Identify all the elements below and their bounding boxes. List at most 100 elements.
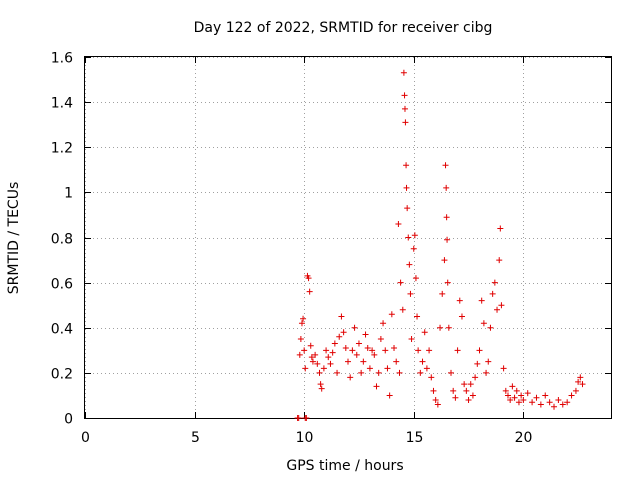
data-point bbox=[555, 396, 562, 403]
data-point bbox=[302, 365, 309, 372]
data-point bbox=[400, 69, 407, 76]
data-point bbox=[342, 345, 349, 352]
y-tick-label: 0.4 bbox=[51, 322, 73, 338]
data-point bbox=[432, 396, 439, 403]
data-point bbox=[445, 324, 452, 331]
data-point bbox=[353, 351, 360, 358]
data-point bbox=[382, 347, 389, 354]
data-point bbox=[358, 369, 365, 376]
data-point bbox=[395, 220, 402, 227]
data-point bbox=[396, 369, 403, 376]
data-point bbox=[575, 378, 582, 385]
data-point bbox=[411, 232, 418, 239]
data-point bbox=[308, 354, 315, 361]
y-tick-label: 1.6 bbox=[51, 51, 73, 67]
data-point bbox=[345, 358, 351, 365]
data-point bbox=[407, 290, 414, 297]
data-point bbox=[405, 234, 412, 241]
data-point bbox=[426, 347, 433, 354]
data-point bbox=[375, 369, 382, 376]
data-point bbox=[577, 374, 584, 381]
data-point bbox=[406, 261, 413, 268]
data-point bbox=[360, 358, 367, 365]
data-point bbox=[469, 392, 476, 399]
data-point bbox=[485, 358, 492, 365]
x-tick-label: 15 bbox=[406, 430, 424, 446]
data-point bbox=[443, 214, 450, 221]
x-tick-label: 10 bbox=[296, 430, 314, 446]
data-point bbox=[295, 415, 302, 421]
data-point bbox=[572, 387, 579, 394]
data-point bbox=[537, 401, 544, 408]
data-point bbox=[417, 369, 424, 376]
x-tick-label: 20 bbox=[515, 430, 533, 446]
data-point bbox=[419, 358, 426, 365]
data-point bbox=[410, 245, 417, 252]
data-point bbox=[301, 347, 308, 354]
data-point bbox=[507, 396, 514, 403]
data-point bbox=[533, 394, 540, 401]
data-point bbox=[305, 275, 312, 282]
data-point bbox=[414, 313, 421, 320]
data-point bbox=[388, 311, 395, 318]
data-point bbox=[373, 383, 380, 390]
data-point bbox=[355, 340, 362, 347]
data-point bbox=[428, 374, 435, 381]
data-point bbox=[325, 354, 332, 361]
data-point bbox=[472, 374, 479, 381]
data-point bbox=[568, 392, 575, 399]
data-point bbox=[546, 399, 553, 406]
data-point bbox=[384, 365, 391, 372]
data-point bbox=[491, 279, 498, 286]
grid bbox=[85, 57, 611, 419]
axis-ticks: 0 5 10 15 20 0 0.2 0.4 0.6 0.8 1 1.2 1.4 1.6 bbox=[51, 51, 611, 446]
data-point bbox=[504, 392, 511, 399]
data-point bbox=[461, 381, 468, 388]
data-point bbox=[467, 381, 474, 388]
data-point bbox=[306, 288, 313, 295]
data-point bbox=[487, 324, 494, 331]
data-point bbox=[349, 347, 356, 354]
data-point bbox=[450, 387, 457, 394]
x-tick-label: 0 bbox=[81, 430, 90, 446]
data-point bbox=[401, 92, 408, 99]
data-point bbox=[551, 403, 558, 410]
data-point bbox=[317, 381, 324, 388]
data-point bbox=[458, 313, 465, 320]
data-point bbox=[316, 369, 323, 376]
data-point bbox=[415, 347, 422, 354]
data-point bbox=[489, 290, 496, 297]
data-point bbox=[511, 394, 518, 401]
data-point bbox=[524, 390, 531, 397]
data-point bbox=[465, 396, 472, 403]
data-point bbox=[444, 236, 451, 243]
data-point bbox=[380, 320, 387, 327]
x-tick-label: 5 bbox=[191, 430, 200, 446]
data-point bbox=[336, 333, 343, 340]
data-point bbox=[515, 399, 522, 406]
plot-frame bbox=[84, 56, 612, 419]
data-point bbox=[500, 365, 507, 372]
y-axis-label: SRMTID / TECUs bbox=[6, 182, 22, 295]
data-point bbox=[448, 369, 455, 376]
data-point bbox=[439, 290, 446, 297]
y-tick-label: 1.4 bbox=[51, 96, 73, 112]
data-point bbox=[444, 279, 451, 286]
data-point bbox=[496, 257, 503, 264]
data-point bbox=[362, 331, 369, 338]
data-point bbox=[456, 297, 463, 304]
data-point bbox=[498, 302, 505, 309]
data-point bbox=[327, 360, 334, 367]
data-point bbox=[502, 387, 509, 394]
data-point bbox=[403, 162, 410, 169]
data-point bbox=[518, 392, 525, 399]
data-point bbox=[474, 360, 481, 367]
data-point bbox=[452, 394, 459, 401]
data-point bbox=[329, 349, 336, 356]
data-point bbox=[323, 347, 330, 354]
data-point bbox=[480, 320, 487, 327]
data-point bbox=[393, 358, 400, 365]
data-point bbox=[478, 297, 485, 304]
data-point bbox=[402, 119, 409, 126]
data-point bbox=[542, 392, 549, 399]
